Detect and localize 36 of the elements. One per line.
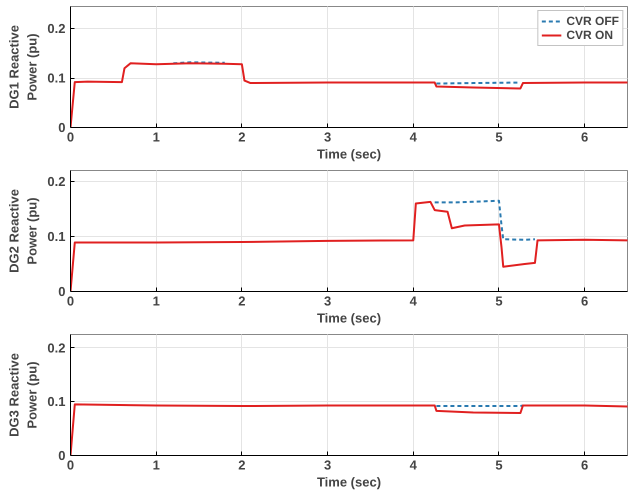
x-tick-label: 4 [410,130,418,144]
x-tick-label: 1 [152,294,160,308]
x-tick-label: 3 [324,130,332,144]
x-tick-label: 6 [581,130,588,144]
y-tick-label: 0 [58,120,66,135]
y-axis-title: DG2 Reactive Power (pu) [6,189,40,273]
y-axis-title: DG3 Reactive Power (pu) [6,353,40,437]
y-tick-label: 0 [58,284,66,299]
line-series [434,200,536,241]
x-axis-title: Time (sec) [316,474,382,490]
x-tick-label: 5 [495,294,503,308]
x-tick-label: 2 [238,458,246,472]
x-tick-label: 6 [581,458,588,472]
y-tick-label: 0.1 [47,70,66,86]
y-tick-label: 0.1 [47,229,66,244]
y-tick-label: 0 [58,448,66,463]
x-tick-label: 4 [410,294,418,308]
y-tick-label: 0.2 [47,340,66,356]
x-axis-title: Time (sec) [316,310,382,326]
x-tick-label: 3 [324,294,332,308]
y-tick-label: 0.1 [47,394,66,410]
legend-label: CVR OFF [566,14,619,28]
x-tick-label: 1 [152,130,160,144]
x-tick-label: 2 [238,294,246,308]
x-tick-label: 5 [495,130,503,144]
y-tick-label: 0.2 [47,21,66,36]
x-tick-label: 1 [152,458,160,472]
x-tick-label: 6 [581,294,588,308]
x-tick-label: 2 [238,130,246,144]
x-axis-title: Time (sec) [316,146,382,162]
y-tick-label: 0.2 [47,174,66,189]
y-axis-title: DG1 Reactive Power (pu) [6,25,40,109]
x-tick-label: 5 [495,458,503,472]
legend-label: CVR ON [566,28,613,42]
x-tick-label: 4 [410,458,418,472]
x-tick-label: 3 [324,458,332,472]
